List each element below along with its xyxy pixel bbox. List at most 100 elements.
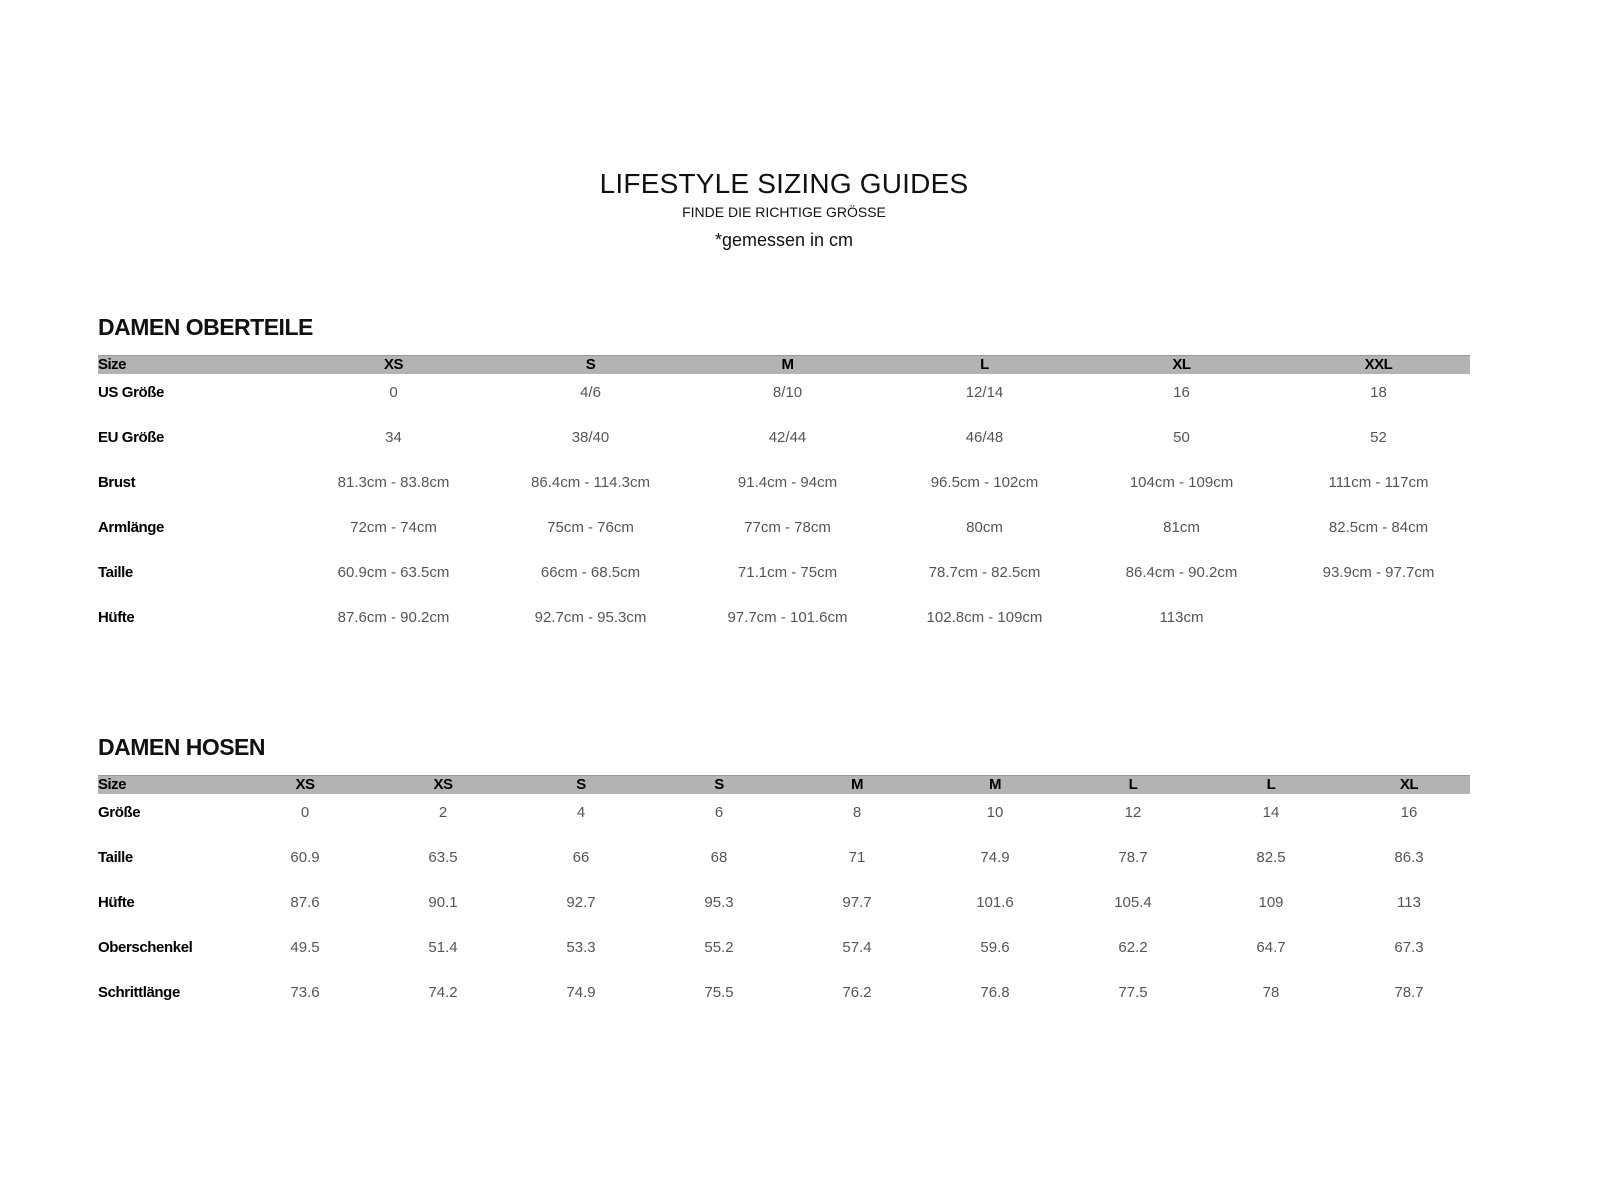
table-cell: 111cm - 117cm	[1328, 474, 1429, 491]
table-row: Oberschenkel 49.5 51.4 53.3 55.2 57.4 59.6 62.2…	[98, 925, 1470, 970]
size-header-cell: XS	[383, 356, 404, 373]
table-cell: 78.7	[1118, 849, 1148, 866]
table-cell: 113cm	[1159, 609, 1204, 626]
table-cell: 4/6	[580, 384, 601, 401]
row-label: Oberschenkel	[98, 939, 193, 956]
table-cell: 97.7cm - 101.6cm	[727, 609, 848, 626]
table-row: Brust 81.3cm - 83.8cm 86.4cm - 114.3cm 91.4…	[98, 460, 1470, 505]
size-header-cell: M	[851, 776, 864, 793]
table-cell: 72cm - 74cm	[350, 519, 437, 536]
header-label: Size	[98, 356, 127, 373]
table-cell: 16	[1400, 804, 1418, 821]
table-cell: 92.7	[566, 894, 596, 911]
table-cell: 16	[1173, 384, 1190, 401]
section-title-damen-oberteile: DAMEN OBERTEILE	[98, 314, 313, 340]
table-cell: 82.5	[1256, 849, 1286, 866]
row-label: US Größe	[98, 384, 164, 401]
size-header-cell: XS	[433, 776, 453, 793]
table-row: Hüfte 87.6 90.1 92.7 95.3 97.7 101.6 105.4 109 11…	[98, 880, 1470, 925]
table-row: Taille 60.9cm - 63.5cm 66cm - 68.5cm 71.1cm…	[98, 550, 1470, 595]
table-cell: 62.2	[1118, 939, 1148, 956]
size-header-cell: M	[781, 356, 795, 373]
table-cell: 6	[714, 804, 724, 821]
table-cell: 104cm - 109cm	[1129, 474, 1234, 491]
table-cell: 76.8	[980, 984, 1010, 1001]
table-cell: 78.7	[1394, 984, 1424, 1001]
table-cell: 92.7cm - 95.3cm	[534, 609, 647, 626]
size-header-cell: XXL	[1364, 356, 1393, 373]
table-cell: 77.5	[1118, 984, 1148, 1001]
table-cell: 86.3	[1394, 849, 1424, 866]
table-cell: 59.6	[980, 939, 1010, 956]
size-header-cell: M	[989, 776, 1002, 793]
table-cell: 4	[576, 804, 586, 821]
table-cell: 71	[848, 849, 866, 866]
table-cell: 10	[986, 804, 1004, 821]
size-header-cell: L	[1266, 776, 1276, 793]
table-cell: 67.3	[1394, 939, 1424, 956]
table-cell: 76.2	[842, 984, 872, 1001]
row-label: Hüfte	[98, 894, 135, 911]
table-row: Schrittlänge 73.6 74.2 74.9 75.5 76.2 76.8 77.5…	[98, 970, 1470, 1015]
table-cell: 87.6cm - 90.2cm	[337, 609, 450, 626]
table-cell: 18	[1370, 384, 1387, 401]
table-cell: 90.1	[428, 894, 458, 911]
size-table-damen-hosen: Size XS XS S S M M L L XL Größe 0 2 4 6 8 10 12 14 16 Taille…	[98, 775, 1470, 1015]
page-subtitle: FINDE DIE RICHTIGE GRÖSSE	[682, 204, 886, 220]
table-row: Hüfte 87.6cm - 90.2cm 92.7cm - 95.3cm 97.7c…	[98, 595, 1470, 640]
table-cell: 93.9cm - 97.7cm	[1322, 564, 1435, 581]
size-table-damen-oberteile: Size XS S M L XL XXL US Größe 0 4/6 8/10 12/14 16 18 E…	[98, 355, 1470, 640]
table-cell: 51.4	[428, 939, 458, 956]
size-header-cell: S	[585, 356, 596, 373]
row-label: Brust	[98, 474, 136, 491]
section-title-damen-hosen: DAMEN HOSEN	[98, 734, 266, 760]
table-cell: 86.4cm - 90.2cm	[1125, 564, 1238, 581]
row-label: Armlänge	[98, 519, 164, 536]
size-header-cell: L	[1128, 776, 1138, 793]
table-cell: 97.7	[842, 894, 872, 911]
table-cell: 80cm	[966, 519, 1003, 536]
table-row: US Größe 0 4/6 8/10 12/14 16 18	[98, 370, 1470, 415]
table-cell: 46/48	[965, 429, 1004, 446]
table-cell: 96.5cm - 102cm	[930, 474, 1039, 491]
table-cell: 42/44	[768, 429, 807, 446]
table-cell: 87.6	[290, 894, 320, 911]
table-header-row: Size XS S M L XL XXL	[98, 355, 1470, 374]
table-cell: 64.7	[1256, 939, 1286, 956]
table-cell: 60.9cm - 63.5cm	[337, 564, 450, 581]
table-cell: 12/14	[965, 384, 1004, 401]
table-row: Größe 0 2 4 6 8 10 12 14 16	[98, 790, 1470, 835]
table-row: Taille 60.9 63.5 66 68 71 74.9 78.7 82.5 86.3	[98, 835, 1470, 880]
table-cell: 50	[1173, 429, 1190, 446]
row-label: Taille	[98, 849, 133, 866]
table-cell: 55.2	[704, 939, 734, 956]
table-cell: 49.5	[290, 939, 320, 956]
table-cell: 8/10	[772, 384, 803, 401]
table-cell: 34	[385, 429, 402, 446]
table-cell: 74.9	[566, 984, 596, 1001]
table-cell: 81cm	[1163, 519, 1200, 536]
size-header-cell: XL	[1172, 356, 1191, 373]
table-cell: 74.2	[428, 984, 458, 1001]
table-cell: 78.7cm - 82.5cm	[928, 564, 1041, 581]
page-title: LIFESTYLE SIZING GUIDES	[599, 168, 969, 199]
row-label: Schrittlänge	[98, 984, 180, 1001]
size-header-cell: XS	[295, 776, 315, 793]
table-cell: 78	[1262, 984, 1280, 1001]
table-cell: 81.3cm - 83.8cm	[337, 474, 450, 491]
table-cell: 38/40	[571, 429, 610, 446]
table-cell: 12	[1124, 804, 1142, 821]
table-cell: 75.5	[704, 984, 734, 1001]
row-label: Hüfte	[98, 609, 135, 626]
table-cell: 74.9	[980, 849, 1010, 866]
size-header-cell: S	[576, 776, 586, 793]
table-cell: 60.9	[290, 849, 320, 866]
table-cell: 2	[438, 804, 448, 821]
table-cell: 91.4cm - 94cm	[737, 474, 838, 491]
row-label: Größe	[98, 804, 141, 821]
size-header-cell: L	[980, 356, 989, 373]
table-cell: 109	[1258, 894, 1284, 911]
table-cell: 57.4	[842, 939, 872, 956]
size-header-cell: S	[714, 776, 724, 793]
table-cell: 0	[389, 384, 398, 401]
